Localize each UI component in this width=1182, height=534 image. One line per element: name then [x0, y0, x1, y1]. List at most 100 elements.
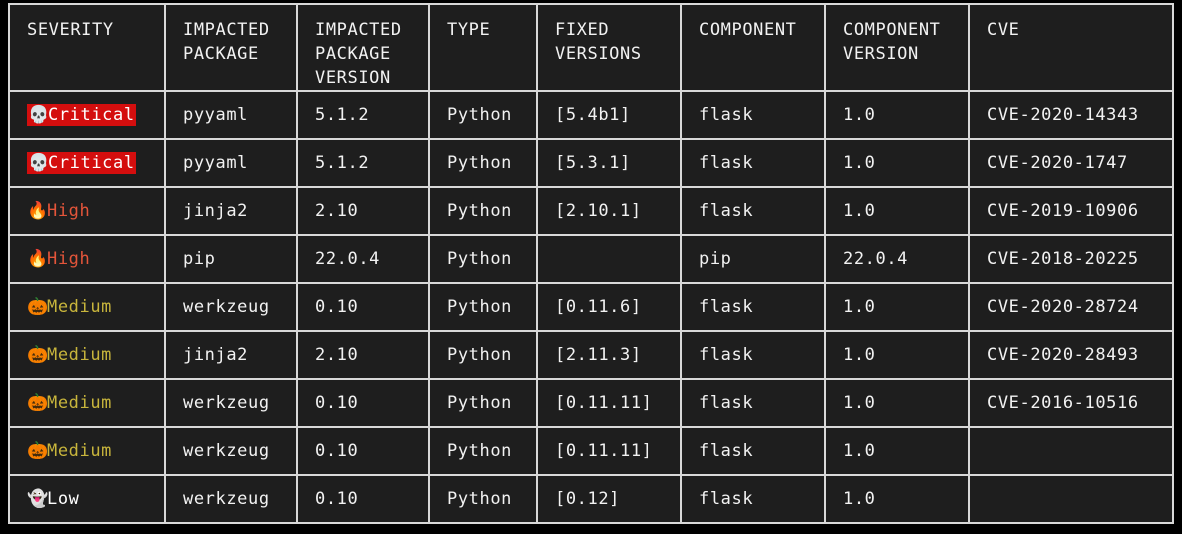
impacted-package-cell: pyyaml — [164, 90, 298, 140]
severity-cell: 🎃Medium — [8, 426, 166, 476]
severity-cell: 💀Critical — [8, 90, 166, 140]
component-version-cell: 1.0 — [824, 138, 970, 188]
table-row: 🔥High pip 22.0.4 Python pip 22.0.4 CVE-2018-20… — [8, 234, 1174, 284]
impacted-package-version-cell: 0.10 — [296, 282, 430, 332]
table-row: 💀Critical pyyaml 5.1.2 Python [5.3.1] flask 1.… — [8, 138, 1174, 188]
component-version-cell: 1.0 — [824, 426, 970, 476]
severity-cell: 🔥High — [8, 186, 166, 236]
type-cell: Python — [428, 186, 538, 236]
type-cell: Python — [428, 234, 538, 284]
component-cell: flask — [680, 378, 826, 428]
impacted-package-cell: werkzeug — [164, 378, 298, 428]
impacted-package-version-cell: 5.1.2 — [296, 90, 430, 140]
component-version-cell: 1.0 — [824, 330, 970, 380]
severity-badge: 🎃Medium — [27, 345, 112, 365]
severity-badge: 👻Low — [27, 489, 80, 509]
impacted-package-version-cell: 2.10 — [296, 330, 430, 380]
severity-label: Medium — [47, 345, 113, 365]
column-header-cve: CVE — [968, 3, 1174, 92]
type-cell: Python — [428, 378, 538, 428]
severity-cell: 🎃Medium — [8, 378, 166, 428]
column-header-line: VERSION — [315, 68, 391, 88]
ghost-icon: 👻 — [27, 489, 49, 509]
impacted-package-cell: pyyaml — [164, 138, 298, 188]
cve-cell: CVE-2019-10906 — [968, 186, 1174, 236]
table-row: 🎃Medium werkzeug 0.10 Python [0.11.11] flask 1… — [8, 378, 1174, 428]
impacted-package-version-cell: 2.10 — [296, 186, 430, 236]
cve-cell — [968, 474, 1174, 524]
column-header-line: PACKAGE — [183, 44, 259, 64]
impacted-package-version-cell: 0.10 — [296, 474, 430, 524]
impacted-package-cell: werkzeug — [164, 474, 298, 524]
impacted-package-version-cell: 5.1.2 — [296, 138, 430, 188]
type-cell: Python — [428, 138, 538, 188]
severity-label: Medium — [47, 393, 113, 413]
severity-badge: 🔥High — [27, 249, 90, 269]
type-cell: Python — [428, 330, 538, 380]
severity-cell: 🎃Medium — [8, 330, 166, 380]
severity-label: High — [47, 201, 91, 221]
component-cell: flask — [680, 282, 826, 332]
impacted-package-cell: werkzeug — [164, 282, 298, 332]
component-version-cell: 1.0 — [824, 474, 970, 524]
fixed-versions-cell: [2.10.1] — [536, 186, 682, 236]
severity-badge: 💀Critical — [27, 152, 136, 174]
type-cell: Python — [428, 474, 538, 524]
type-cell: Python — [428, 282, 538, 332]
component-version-cell: 1.0 — [824, 90, 970, 140]
column-header-line: VERSION — [843, 44, 919, 64]
cve-cell: CVE-2020-28724 — [968, 282, 1174, 332]
type-cell: Python — [428, 426, 538, 476]
cve-cell: CVE-2020-14343 — [968, 90, 1174, 140]
component-cell: flask — [680, 426, 826, 476]
pumpkin-icon: 🎃 — [27, 441, 49, 461]
cve-cell: CVE-2020-28493 — [968, 330, 1174, 380]
component-cell: pip — [680, 234, 826, 284]
severity-badge: 🎃Medium — [27, 441, 112, 461]
impacted-package-cell: jinja2 — [164, 330, 298, 380]
pumpkin-icon: 🎃 — [27, 393, 49, 413]
component-cell: flask — [680, 330, 826, 380]
severity-badge: 🎃Medium — [27, 393, 112, 413]
cve-cell: CVE-2016-10516 — [968, 378, 1174, 428]
impacted-package-version-cell: 0.10 — [296, 378, 430, 428]
table-row: 🔥High jinja2 2.10 Python [2.10.1] flask 1.0 CVE… — [8, 186, 1174, 236]
type-cell: Python — [428, 90, 538, 140]
severity-cell: 👻Low — [8, 474, 166, 524]
column-header-fixed-versions: FIXED VERSIONS — [536, 3, 682, 92]
column-header-line: PACKAGE — [315, 44, 391, 64]
fixed-versions-cell: [0.12] — [536, 474, 682, 524]
severity-label: Medium — [47, 441, 113, 461]
severity-badge: 🎃Medium — [27, 297, 112, 317]
impacted-package-cell: werkzeug — [164, 426, 298, 476]
impacted-package-cell: jinja2 — [164, 186, 298, 236]
severity-label: Critical — [48, 153, 135, 173]
severity-badge: 💀Critical — [27, 104, 136, 126]
fire-icon: 🔥 — [27, 201, 49, 221]
cve-cell: CVE-2020-1747 — [968, 138, 1174, 188]
cve-cell: CVE-2018-20225 — [968, 234, 1174, 284]
table-row: 🎃Medium werkzeug 0.10 Python [0.11.11] flask 1… — [8, 426, 1174, 476]
table-row: 👻Low werkzeug 0.10 Python [0.12] flask 1.0 — [8, 474, 1174, 524]
vulnerability-table: SEVERITY IMPACTED PACKAGE IMPACTED PACKAGE VE… — [8, 3, 1174, 524]
component-cell: flask — [680, 474, 826, 524]
fixed-versions-cell: [5.4b1] — [536, 90, 682, 140]
severity-cell: 🎃Medium — [8, 282, 166, 332]
component-cell: flask — [680, 138, 826, 188]
column-header-line: IMPACTED — [183, 20, 270, 40]
fixed-versions-cell: [0.11.11] — [536, 426, 682, 476]
column-header-severity: SEVERITY — [8, 3, 166, 92]
component-version-cell: 1.0 — [824, 378, 970, 428]
impacted-package-cell: pip — [164, 234, 298, 284]
severity-label: High — [47, 249, 91, 269]
impacted-package-version-cell: 0.10 — [296, 426, 430, 476]
column-header-impacted-package-version: IMPACTED PACKAGE VERSION — [296, 3, 430, 92]
column-header-line: CVE — [987, 20, 1020, 40]
severity-badge: 🔥High — [27, 201, 90, 221]
severity-label: Critical — [48, 105, 135, 125]
table-row: 🎃Medium werkzeug 0.10 Python [0.11.6] flask 1.… — [8, 282, 1174, 332]
column-header-line: COMPONENT — [843, 20, 941, 40]
impacted-package-version-cell: 22.0.4 — [296, 234, 430, 284]
fixed-versions-cell: [0.11.6] — [536, 282, 682, 332]
